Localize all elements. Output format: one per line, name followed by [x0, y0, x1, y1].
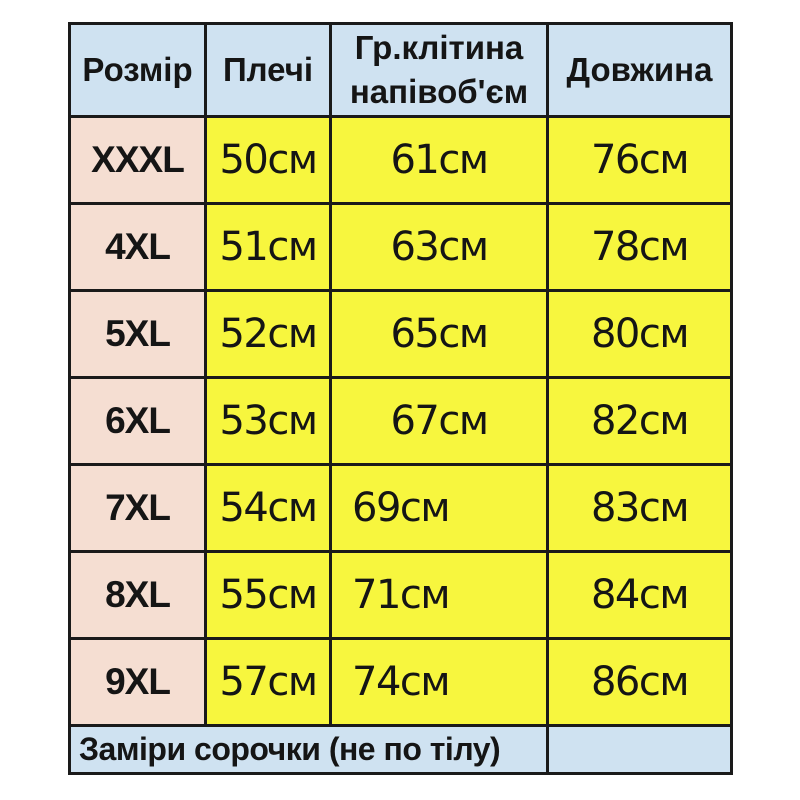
size-label: 7XL: [68, 463, 207, 553]
header-cell-chest: Гр.клітина напівоб'єм: [329, 22, 549, 118]
length-value: 82см: [546, 376, 733, 466]
footer-note: Заміри сорочки (не по тілу): [68, 724, 549, 775]
table-row: 7XL 54см 69см 83см: [68, 463, 733, 553]
length-value: 78см: [546, 202, 733, 292]
size-label: 8XL: [68, 550, 207, 640]
footer-empty-cell: [546, 724, 733, 775]
size-label: XXXL: [68, 115, 207, 205]
table-row: 4XL 51см 63см 78см: [68, 202, 733, 292]
table-row: XXXL 50см 61см 76см: [68, 115, 733, 205]
shoulders-value: 53см: [204, 376, 332, 466]
table-row: 5XL 52см 65см 80см: [68, 289, 733, 379]
shoulders-value: 52см: [204, 289, 332, 379]
size-label: 5XL: [68, 289, 207, 379]
header-cell-length: Довжина: [546, 22, 733, 118]
shoulders-value: 51см: [204, 202, 332, 292]
shoulders-value: 54см: [204, 463, 332, 553]
size-table: Розмір Плечі Гр.клітина напівоб'єм Довжи…: [68, 22, 733, 775]
shoulders-value: 57см: [204, 637, 332, 727]
table-row: 9XL 57см 74см 86см: [68, 637, 733, 727]
header-chest-line2: напівоб'єм: [349, 73, 529, 110]
chest-value: 71см: [329, 550, 549, 640]
header-cell-shoulders: Плечі: [204, 22, 332, 118]
header-chest-line1: Гр.клітина: [354, 29, 524, 67]
chest-value: 65см: [329, 289, 549, 379]
chest-value: 61см: [329, 115, 549, 205]
size-label: 4XL: [68, 202, 207, 292]
chest-value: 69см: [329, 463, 549, 553]
length-value: 83см: [546, 463, 733, 553]
length-value: 84см: [546, 550, 733, 640]
shoulders-value: 55см: [204, 550, 332, 640]
length-value: 80см: [546, 289, 733, 379]
chest-value: 74см: [329, 637, 549, 727]
chest-value: 63см: [329, 202, 549, 292]
shoulders-value: 50см: [204, 115, 332, 205]
header-cell-size: Розмір: [68, 22, 207, 118]
chest-value: 67см: [329, 376, 549, 466]
table-row: 8XL 55см 71см 84см: [68, 550, 733, 640]
length-value: 76см: [546, 115, 733, 205]
size-label: 6XL: [68, 376, 207, 466]
footer-row: Заміри сорочки (не по тілу): [68, 724, 733, 775]
length-value: 86см: [546, 637, 733, 727]
size-label: 9XL: [68, 637, 207, 727]
table-row: 6XL 53см 67см 82см: [68, 376, 733, 466]
header-row: Розмір Плечі Гр.клітина напівоб'єм Довжи…: [68, 22, 733, 118]
